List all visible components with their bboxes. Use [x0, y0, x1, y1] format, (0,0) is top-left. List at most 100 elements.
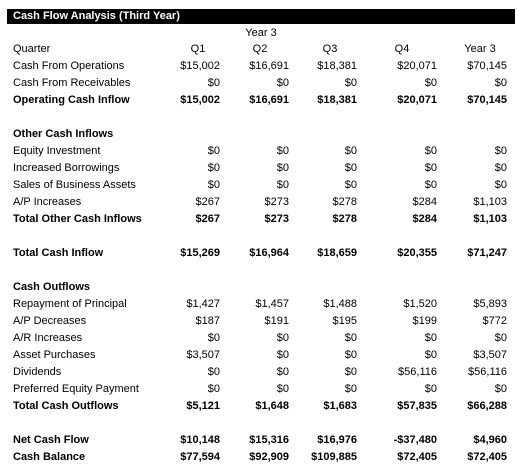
cell-q1: $187: [195, 315, 220, 327]
row-label: Total Cash Outflows: [13, 400, 119, 412]
row-operating-cash-inflow: Operating Cash Inflow $15,002 $16,691 $1…: [0, 92, 519, 109]
sheet-title: Cash Flow Analysis (Third Year): [7, 9, 515, 24]
cell-q1: $15,269: [180, 247, 220, 259]
col-header-year: Year 3: [464, 43, 496, 55]
cell-q2: $0: [276, 349, 289, 361]
cell-year: $3,507: [473, 349, 507, 361]
cell-q4: $0: [424, 332, 437, 344]
cell-q2: $191: [264, 315, 289, 327]
cell-q4: $0: [424, 77, 437, 89]
cell-q2: $0: [276, 77, 289, 89]
row-label: Repayment of Principal: [13, 298, 127, 310]
row-label: Operating Cash Inflow: [13, 94, 130, 106]
cell-q2: $273: [264, 196, 289, 208]
cell-q2: $0: [276, 145, 289, 157]
cell-q1: $3,507: [186, 349, 220, 361]
row-total-cash-outflows: Total Cash Outflows $5,121 $1,648 $1,683…: [0, 398, 519, 415]
cell-q4: $284: [412, 213, 437, 225]
row-label: Equity Investment: [13, 145, 101, 157]
cell-q1: $15,002: [180, 60, 220, 72]
col-header-q2: Q2: [252, 43, 268, 55]
cell-q3: $18,381: [317, 94, 357, 106]
cell-q3: $0: [344, 349, 357, 361]
cell-q1: $0: [207, 332, 220, 344]
cell-year: $70,145: [467, 94, 507, 106]
section-cash-outflows: Cash Outflows: [0, 279, 519, 296]
cell-q2: $0: [276, 383, 289, 395]
col-header-q3: Q3: [322, 43, 338, 55]
cell-q1: $0: [207, 77, 220, 89]
row-label: Cash From Operations: [13, 60, 125, 72]
cell-q2: $16,964: [249, 247, 289, 259]
row-ar-increases: A/R Increases $0 $0 $0 $0 $0: [0, 330, 519, 347]
row-label: Total Other Cash Inflows: [13, 213, 142, 225]
cell-q2: $1,457: [255, 298, 289, 310]
row-increased-borrowings: Increased Borrowings $0 $0 $0 $0 $0: [0, 160, 519, 177]
row-net-cash-flow: Net Cash Flow $10,148 $15,316 $16,976 -$…: [0, 432, 519, 449]
cell-year: $72,405: [467, 451, 507, 463]
col-header-q4: Q4: [394, 43, 410, 55]
cell-q1: $0: [207, 383, 220, 395]
cell-q3: $0: [344, 179, 357, 191]
row-label: Total Cash Inflow: [13, 247, 104, 259]
row-label: Increased Borrowings: [13, 162, 120, 174]
section-label: Other Cash Inflows: [13, 128, 114, 140]
cell-year: $0: [494, 179, 507, 191]
cell-q3: $0: [344, 332, 357, 344]
cell-year: $5,893: [473, 298, 507, 310]
cell-q3: $1,488: [323, 298, 357, 310]
cell-year: $1,103: [473, 213, 507, 225]
cell-q1: $0: [207, 145, 220, 157]
row-preferred-equity-payment: Preferred Equity Payment $0 $0 $0 $0 $0: [0, 381, 519, 398]
row-equity-investment: Equity Investment $0 $0 $0 $0 $0: [0, 143, 519, 160]
cell-q2: $15,316: [249, 434, 289, 446]
cell-q1: $0: [207, 179, 220, 191]
cell-q1: $77,594: [180, 451, 220, 463]
cell-q4: $20,071: [397, 60, 437, 72]
cell-year: $1,103: [473, 196, 507, 208]
cell-q2: $16,691: [249, 94, 289, 106]
section-label: Cash Outflows: [13, 281, 91, 293]
cell-q3: $16,976: [317, 434, 357, 446]
cell-q2: $1,648: [255, 400, 289, 412]
row-repayment-of-principal: Repayment of Principal $1,427 $1,457 $1,…: [0, 296, 519, 313]
cell-q2: $273: [264, 213, 289, 225]
cell-year: $71,247: [467, 247, 507, 259]
cell-q4: -$37,480: [393, 434, 437, 446]
cell-q2: $0: [276, 179, 289, 191]
cell-q4: $284: [412, 196, 437, 208]
row-asset-purchases: Asset Purchases $3,507 $0 $0 $0 $3,507: [0, 347, 519, 364]
cell-q2: $16,691: [249, 60, 289, 72]
cell-year: $772: [482, 315, 507, 327]
cell-q1: $267: [195, 213, 220, 225]
row-ap-decreases: A/P Decreases $187 $191 $195 $199 $772: [0, 313, 519, 330]
cell-q2: $0: [276, 366, 289, 378]
cell-year: $0: [494, 162, 507, 174]
cell-q3: $0: [344, 145, 357, 157]
cell-q3: $18,381: [317, 60, 357, 72]
row-label: Cash From Receivables: [13, 77, 131, 89]
cell-q1: $0: [207, 366, 220, 378]
cell-q3: $1,683: [323, 400, 357, 412]
row-total-other-cash-inflows: Total Other Cash Inflows $267 $273 $278 …: [0, 211, 519, 228]
cell-year: $0: [494, 383, 507, 395]
row-label: Preferred Equity Payment: [13, 383, 139, 395]
row-label: Dividends: [13, 366, 62, 378]
row-label: A/P Increases: [13, 196, 82, 208]
cell-q4: $0: [424, 383, 437, 395]
cell-q4: $57,835: [397, 400, 437, 412]
row-cash-from-operations: Cash From Operations $15,002 $16,691 $18…: [0, 58, 519, 75]
row-label: A/P Decreases: [13, 315, 87, 327]
cell-q1: $0: [207, 162, 220, 174]
cell-q4: $1,520: [403, 298, 437, 310]
row-label: Sales of Business Assets: [13, 179, 136, 191]
cell-q4: $0: [424, 162, 437, 174]
cell-q2: $0: [276, 332, 289, 344]
year-header: Year 3: [245, 27, 277, 39]
cell-year: $66,288: [467, 400, 507, 412]
cell-q4: $20,355: [397, 247, 437, 259]
row-label: Asset Purchases: [13, 349, 96, 361]
row-ap-increases: A/P Increases $267 $273 $278 $284 $1,103: [0, 194, 519, 211]
cell-q1: $267: [195, 196, 220, 208]
cell-q4: $72,405: [397, 451, 437, 463]
